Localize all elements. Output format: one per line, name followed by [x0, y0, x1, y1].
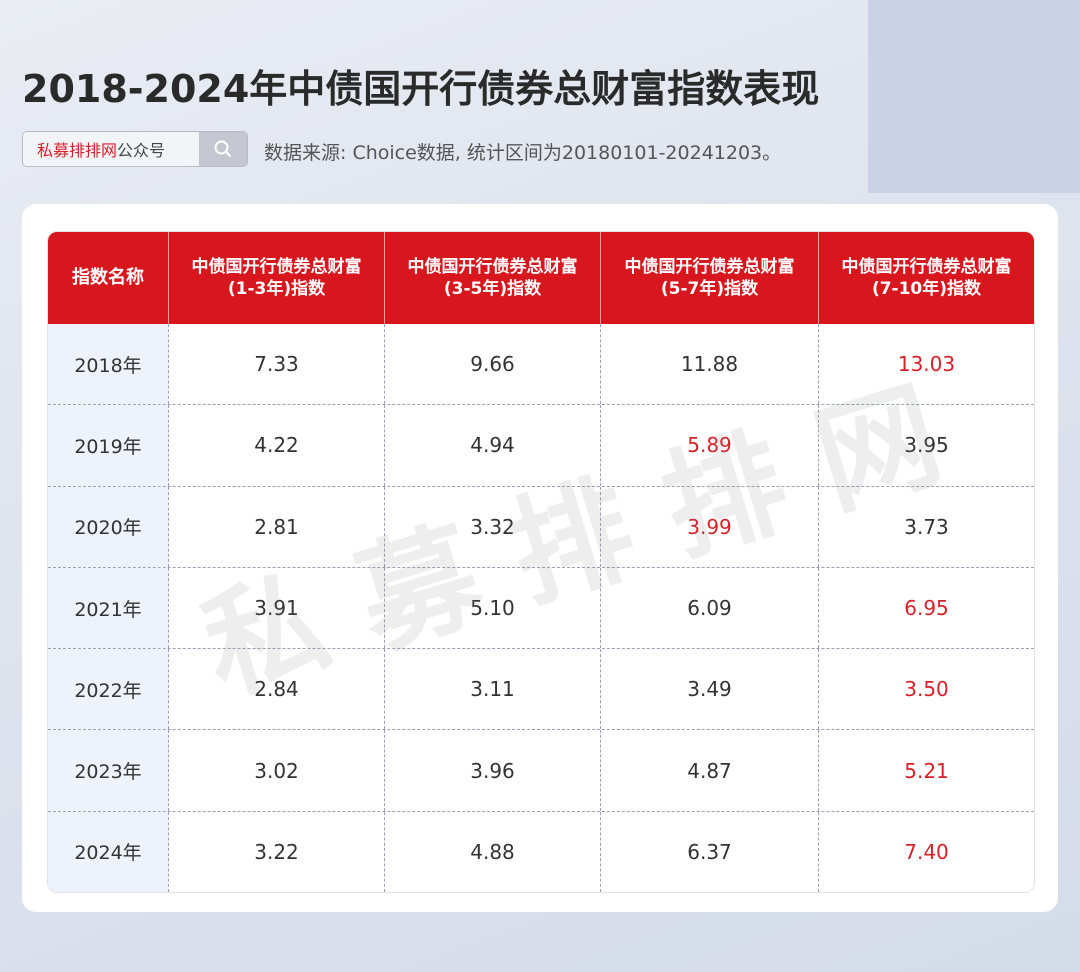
table-row: 2018年 7.33 9.66 11.88 13.03	[48, 324, 1034, 405]
value-cell: 3.73	[818, 486, 1034, 567]
header-line1: 中债国开行债券总财富	[191, 257, 362, 277]
value-cell: 5.10	[384, 567, 600, 649]
background-panel	[868, 0, 1080, 193]
value-cell: 6.09	[600, 567, 818, 649]
value-cell: 9.66	[384, 324, 600, 405]
year-cell: 2020年	[48, 486, 168, 567]
value-cell: 3.95	[818, 405, 1034, 486]
table-row: 2019年 4.22 4.94 5.89 3.95	[48, 404, 1034, 486]
header-line2: (5-7年)指数	[660, 279, 759, 299]
value-cell: 3.91	[168, 567, 384, 649]
year-cell: 2021年	[48, 567, 168, 649]
column-header: 中债国开行债券总财富 (1-3年)指数	[168, 232, 384, 324]
table-body: 2018年 7.33 9.66 11.88 13.03 2019年 4.22 4.94 5.89…	[48, 324, 1034, 893]
search-box[interactable]: 私募排排网 公众号	[22, 131, 248, 167]
value-cell: 3.32	[384, 486, 600, 567]
value-cell: 4.87	[600, 730, 818, 811]
year-cell: 2019年	[48, 405, 168, 486]
value-cell: 3.02	[168, 730, 384, 811]
header-line2: (1-3年)指数	[227, 279, 326, 299]
data-source-note: 数据来源: Choice数据, 统计区间为20180101-20241203。	[264, 142, 782, 164]
value-cell: 5.89	[600, 405, 818, 486]
table-row: 2020年 2.81 3.32 3.99 3.73	[48, 485, 1034, 567]
column-header: 中债国开行债券总财富 (7-10年)指数	[818, 232, 1034, 324]
value-cell: 7.40	[818, 811, 1034, 893]
header-line1: 中债国开行债券总财富	[624, 257, 795, 277]
search-text: 私募排排网 公众号	[23, 132, 199, 166]
value-cell: 3.99	[600, 486, 818, 567]
value-cell: 3.22	[168, 811, 384, 893]
value-cell: 3.96	[384, 730, 600, 811]
value-cell: 3.50	[818, 649, 1034, 730]
value-cell: 4.88	[384, 811, 600, 893]
year-cell: 2023年	[48, 730, 168, 811]
table-card: 指数名称 中债国开行债券总财富 (1-3年)指数 中债国开行债券总财富 (3-5年)指数…	[22, 204, 1058, 912]
value-cell: 7.33	[168, 324, 384, 405]
table-header: 指数名称 中债国开行债券总财富 (1-3年)指数 中债国开行债券总财富 (3-5年)指数…	[48, 232, 1034, 324]
value-cell: 4.94	[384, 405, 600, 486]
value-cell: 2.81	[168, 486, 384, 567]
value-cell: 4.22	[168, 405, 384, 486]
value-cell: 13.03	[818, 324, 1034, 405]
column-header: 指数名称	[48, 232, 168, 324]
value-cell: 11.88	[600, 324, 818, 405]
column-header: 中债国开行债券总财富 (5-7年)指数	[600, 232, 818, 324]
value-cell: 3.49	[600, 649, 818, 730]
table-row: 2023年 3.02 3.96 4.87 5.21	[48, 729, 1034, 811]
search-suffix: 公众号	[117, 141, 166, 160]
header-line2: (3-5年)指数	[443, 279, 542, 299]
page-title: 2018-2024年中债国开行债券总财富指数表现	[22, 67, 820, 111]
value-cell: 2.84	[168, 649, 384, 730]
search-brand: 私募排排网	[37, 141, 118, 160]
search-icon	[214, 140, 231, 157]
value-cell: 6.37	[600, 811, 818, 893]
header-line1: 中债国开行债券总财富	[407, 257, 578, 277]
table-row: 2022年 2.84 3.11 3.49 3.50	[48, 648, 1034, 730]
year-cell: 2018年	[48, 324, 168, 405]
header-line1: 中债国开行债券总财富	[841, 257, 1012, 277]
search-button[interactable]	[199, 132, 247, 166]
year-cell: 2022年	[48, 649, 168, 730]
value-cell: 5.21	[818, 730, 1034, 811]
header-line2: (7-10年)指数	[871, 279, 982, 299]
column-header: 中债国开行债券总财富 (3-5年)指数	[384, 232, 600, 324]
index-table: 指数名称 中债国开行债券总财富 (1-3年)指数 中债国开行债券总财富 (3-5年)指数…	[47, 231, 1035, 894]
header-line1: 指数名称	[72, 267, 144, 288]
table-row: 2021年 3.91 5.10 6.09 6.95	[48, 566, 1034, 649]
value-cell: 6.95	[818, 567, 1034, 649]
table-row: 2024年 3.22 4.88 6.37 7.40	[48, 810, 1034, 893]
value-cell: 3.11	[384, 649, 600, 730]
year-cell: 2024年	[48, 811, 168, 893]
